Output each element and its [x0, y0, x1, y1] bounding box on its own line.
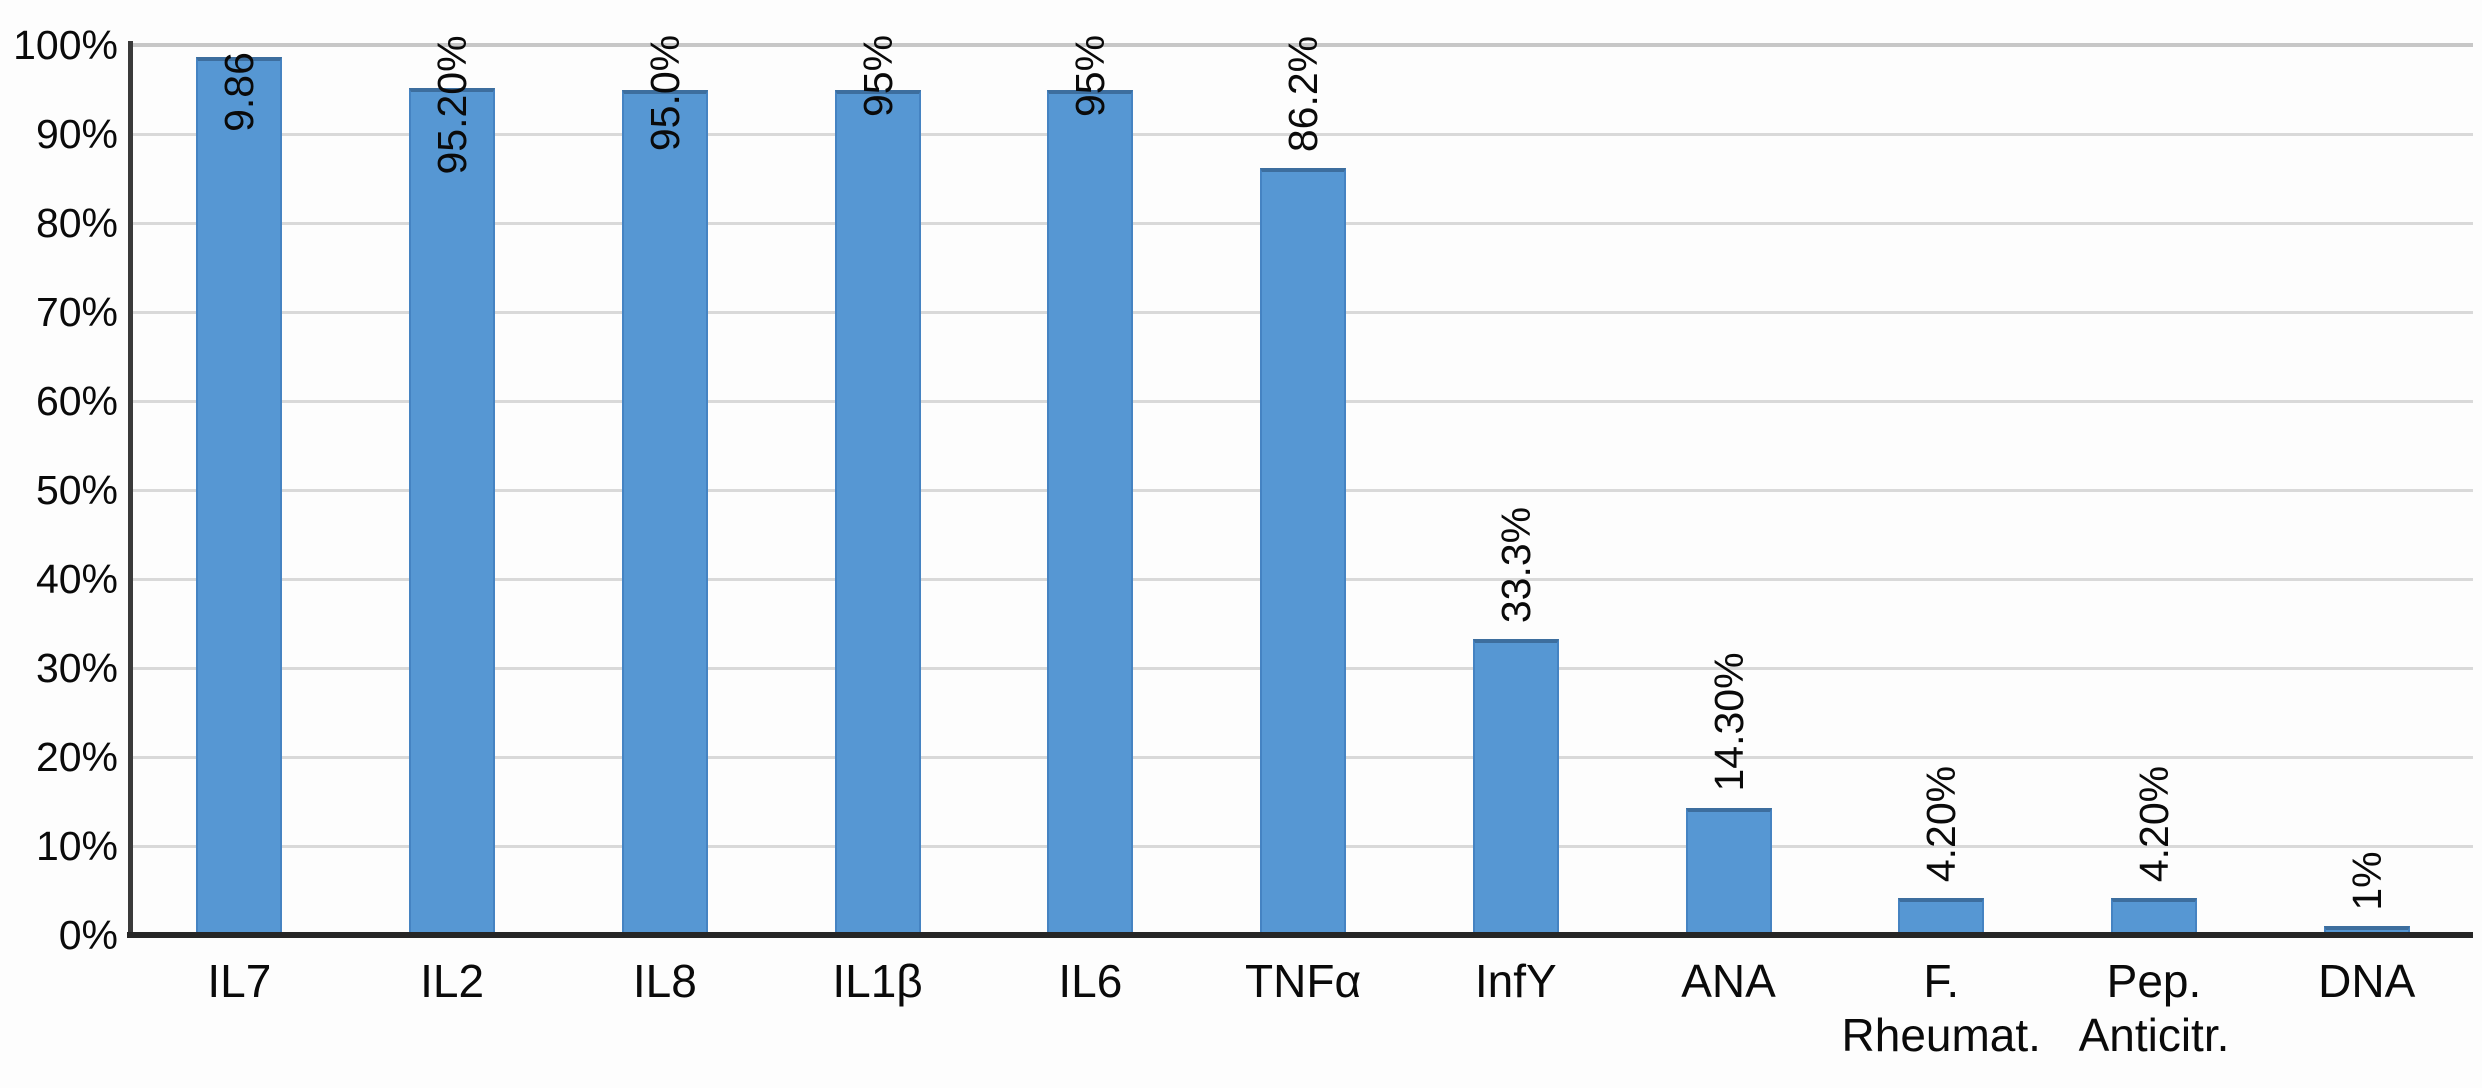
bar-column-IL6: 95% [984, 35, 1197, 935]
bar-value-label: 95% [1067, 34, 1114, 118]
bar-value-label: 33.3% [1492, 506, 1539, 623]
bar-column-TNFα: 86.2% [1197, 36, 1410, 935]
bar-IL6 [1047, 89, 1134, 935]
bar-column-InfY: 33.3% [1409, 45, 1622, 935]
bar-InfY [1472, 638, 1559, 935]
bar-value-label: 14.30% [1705, 652, 1752, 792]
bar-column-IL1β: 95% [771, 35, 984, 935]
x-tick-Pep.: Pep. Anticitr. [2048, 954, 2261, 1062]
bar-value-label: 95% [854, 34, 901, 118]
gridline-100% [133, 43, 2473, 47]
x-tick-label: IL7 [207, 955, 272, 1007]
bar-value-label: 95.20% [429, 34, 476, 175]
bar-value-label: 86.2% [1280, 35, 1327, 152]
x-tick-label: IL2 [420, 955, 485, 1007]
y-axis-labels: 0% 10% 20% 30% 40% 50% 60% 70% 80% 90% 100% [0, 22, 122, 958]
bar-IL2 [409, 87, 496, 935]
bar-column-IL2: 95.20% [346, 35, 559, 935]
bar-column-Pep.: 4.20% [2048, 45, 2261, 935]
x-tick-label: TNFα [1245, 955, 1362, 1007]
bar-value-label: 9.86 [216, 52, 263, 133]
x-tick-label: F. [1923, 955, 1960, 1007]
bar-column-IL8: 95.0% [558, 35, 771, 935]
bar-column-DNA: 1% [2260, 45, 2473, 935]
gridline-90% [133, 133, 2473, 136]
x-tick-ANA: ANA [1622, 954, 1835, 1062]
x-tick-IL2: IL2 [346, 954, 559, 1062]
bar-value-label: 4.20% [2130, 765, 2177, 882]
x-tick-IL7: IL7 [133, 954, 346, 1062]
bar-value-label: 95.0% [641, 34, 688, 152]
bar-column-IL7: 9.86 [133, 45, 346, 935]
y-tick-label: 80% [35, 200, 118, 246]
bar-value-label: 4.20% [1918, 765, 1965, 882]
bar-TNFα [1260, 167, 1347, 935]
bar-Pep. [2110, 897, 2197, 935]
x-tick-label: IL8 [632, 955, 697, 1007]
x-tick-IL8: IL8 [558, 954, 771, 1062]
x-tick-TNFα: TNFα [1197, 954, 1410, 1062]
bar-F. [1898, 897, 1985, 935]
x-tick-label: ANA [1681, 955, 1776, 1007]
bar-value-label: 1% [2343, 850, 2390, 911]
plot-area: 9.86 95.20% 95.0% 95% 95% 86.2% 33.3% 14.30% 4.2… [127, 35, 2473, 938]
x-tick-sublabel: Anticitr. [2078, 1009, 2230, 1061]
x-tick-label: Pep. [2106, 955, 2202, 1007]
x-tick-label: IL6 [1058, 955, 1123, 1007]
x-tick-DNA: DNA [2260, 954, 2473, 1062]
x-tick-IL1β: IL1β [771, 954, 984, 1062]
x-tick-label: InfY [1474, 955, 1557, 1007]
x-tick-F.: F. Rheumat. [1835, 954, 2048, 1062]
x-tick-label: DNA [2318, 955, 2416, 1007]
bar-ANA [1685, 807, 1772, 935]
x-tick-InfY: InfY [1409, 954, 1622, 1062]
y-tick-label: 90% [35, 111, 118, 157]
y-tick-label: 40% [35, 556, 118, 602]
x-axis-line [127, 932, 2473, 938]
y-tick-label: 100% [13, 22, 118, 68]
y-tick-label: 10% [35, 823, 118, 869]
x-tick-IL6: IL6 [984, 954, 1197, 1062]
y-axis-line [128, 41, 133, 938]
bar-IL1β [834, 89, 921, 935]
bar-IL7 [196, 57, 283, 935]
bar-IL8 [621, 89, 708, 935]
y-tick-label: 70% [35, 289, 118, 335]
y-tick-label: 60% [35, 378, 118, 424]
y-tick-label: 0% [58, 912, 118, 958]
x-tick-sublabel: Rheumat. [1841, 1009, 2041, 1061]
x-axis-labels: IL7 IL2 IL8 IL1β IL6 TNFα InfY ANA F. Rheumat. Pep… [133, 954, 2473, 1062]
y-tick-label: 20% [35, 734, 118, 780]
y-tick-label: 50% [35, 467, 118, 513]
bar-column-F.: 4.20% [1835, 45, 2048, 935]
y-tick-label: 30% [35, 645, 118, 691]
x-tick-label: IL1β [832, 955, 923, 1007]
bar-column-ANA: 14.30% [1622, 45, 1835, 935]
